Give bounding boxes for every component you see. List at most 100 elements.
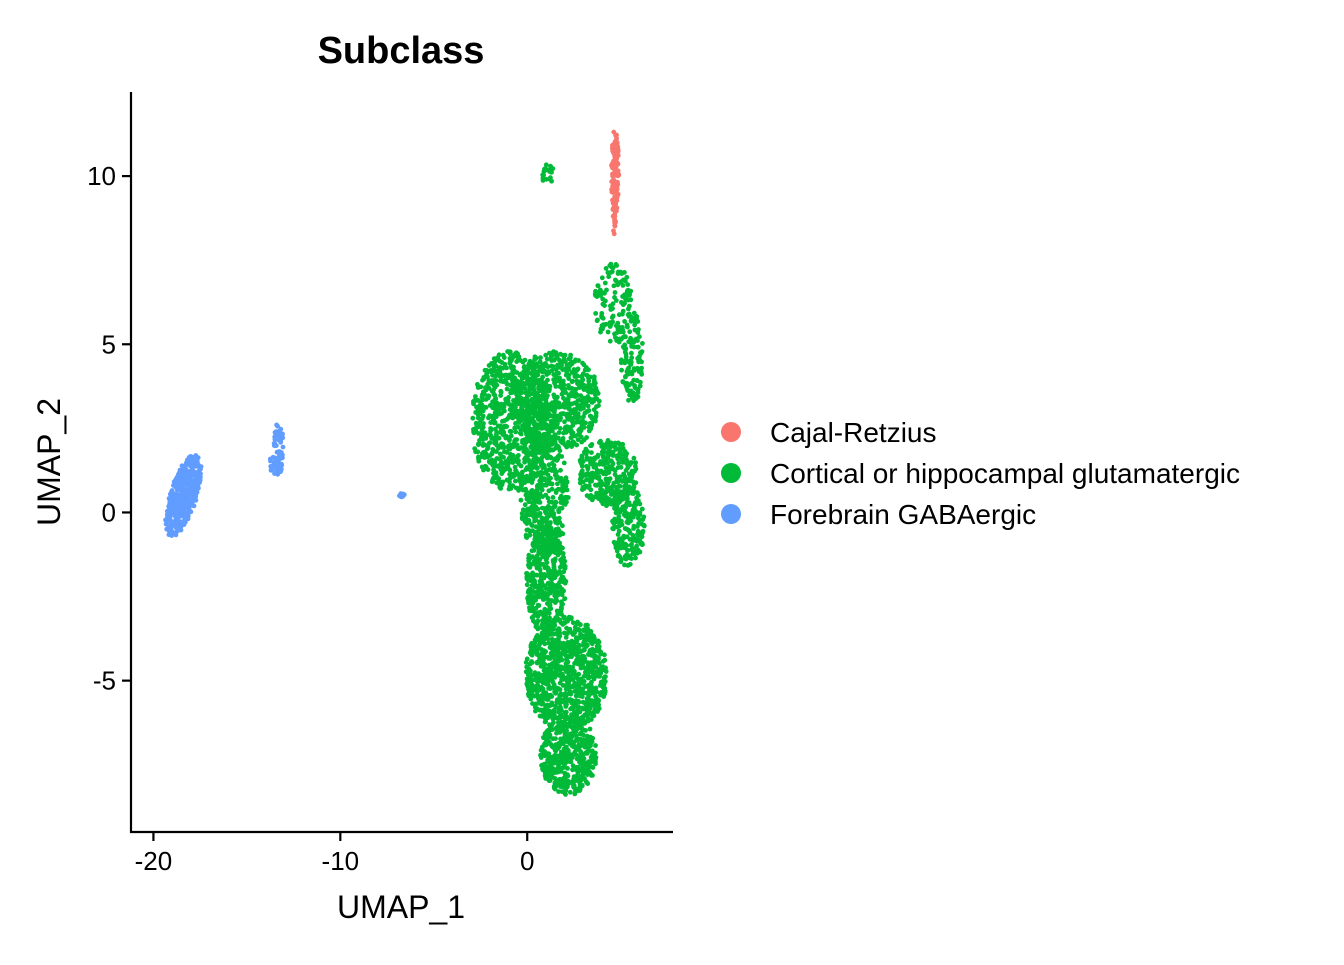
data-point [499, 410, 504, 416]
data-point [546, 488, 552, 494]
data-point [555, 746, 561, 751]
data-point [523, 669, 529, 675]
data-point [196, 480, 202, 486]
data-point [618, 489, 624, 495]
data-point [564, 664, 570, 670]
data-point [639, 542, 645, 548]
data-point [626, 306, 631, 312]
data-point [547, 412, 552, 417]
data-point [535, 363, 541, 369]
data-point [555, 552, 561, 558]
data-point [543, 776, 549, 781]
data-point [610, 189, 615, 195]
data-point [550, 166, 556, 172]
data-point [471, 430, 477, 436]
data-point [625, 367, 631, 372]
data-point [529, 592, 534, 598]
data-point [522, 374, 528, 380]
data-point [619, 300, 624, 305]
data-point [613, 495, 619, 501]
data-point [526, 421, 532, 427]
data-point [573, 729, 579, 734]
data-point [545, 672, 551, 678]
data-point [576, 358, 581, 363]
data-point [595, 699, 601, 705]
data-point [400, 493, 406, 499]
data-point [505, 460, 511, 466]
data-point [609, 452, 615, 457]
data-point [490, 447, 496, 452]
data-point [498, 389, 504, 395]
data-point [566, 405, 572, 411]
data-point [545, 393, 550, 398]
data-point [543, 734, 548, 740]
x-tick-label: -10 [322, 846, 360, 876]
data-point [569, 717, 574, 722]
legend-label: Cortical or hippocampal glutamatergic [770, 458, 1240, 489]
data-point [612, 223, 618, 229]
data-point [280, 444, 286, 450]
data-point [511, 474, 516, 479]
data-point [572, 767, 578, 772]
legend-label: Cajal-Retzius [770, 417, 937, 448]
data-point [519, 475, 525, 481]
data-point [623, 491, 628, 497]
data-point [616, 528, 622, 534]
data-point [528, 383, 533, 389]
data-point [556, 592, 561, 598]
data-point [579, 694, 585, 700]
data-point [584, 455, 590, 461]
data-point [622, 562, 627, 568]
data-point [555, 608, 560, 614]
data-point [494, 371, 500, 377]
data-point [615, 271, 621, 276]
data-point [624, 451, 629, 456]
data-point [543, 398, 548, 403]
data-point [587, 413, 593, 419]
data-point [530, 570, 535, 576]
data-point [564, 739, 570, 744]
data-point [504, 397, 510, 403]
data-point [598, 291, 603, 297]
data-point [523, 411, 528, 417]
data-point [613, 277, 618, 283]
data-point [537, 713, 543, 719]
data-point [173, 484, 179, 490]
data-point [519, 416, 524, 422]
data-point [564, 728, 569, 734]
data-point [527, 684, 533, 690]
data-point [581, 437, 587, 443]
data-point [543, 403, 548, 409]
data-point [575, 650, 580, 656]
x-tick-label: 0 [520, 846, 534, 876]
data-point [551, 530, 557, 536]
data-point [577, 759, 582, 765]
data-point [589, 759, 595, 765]
data-point [633, 313, 639, 319]
data-point [579, 468, 585, 474]
data-point [548, 402, 553, 407]
data-point [553, 351, 559, 357]
data-point [559, 454, 565, 459]
data-point [593, 743, 598, 748]
data-point [537, 511, 543, 516]
data-point [504, 424, 510, 429]
data-point [533, 676, 539, 682]
data-point [526, 562, 531, 568]
data-point [517, 385, 523, 390]
data-point [580, 371, 586, 377]
data-point [625, 288, 630, 293]
data-point [574, 715, 580, 721]
data-point [171, 503, 177, 508]
data-point [575, 373, 580, 379]
data-point [183, 512, 189, 517]
data-point [472, 446, 478, 451]
data-point [615, 179, 620, 185]
data-point [479, 408, 484, 414]
data-point [195, 459, 200, 465]
data-point [180, 489, 186, 494]
data-point [589, 698, 595, 704]
data-point [534, 380, 540, 385]
data-point [558, 736, 563, 742]
